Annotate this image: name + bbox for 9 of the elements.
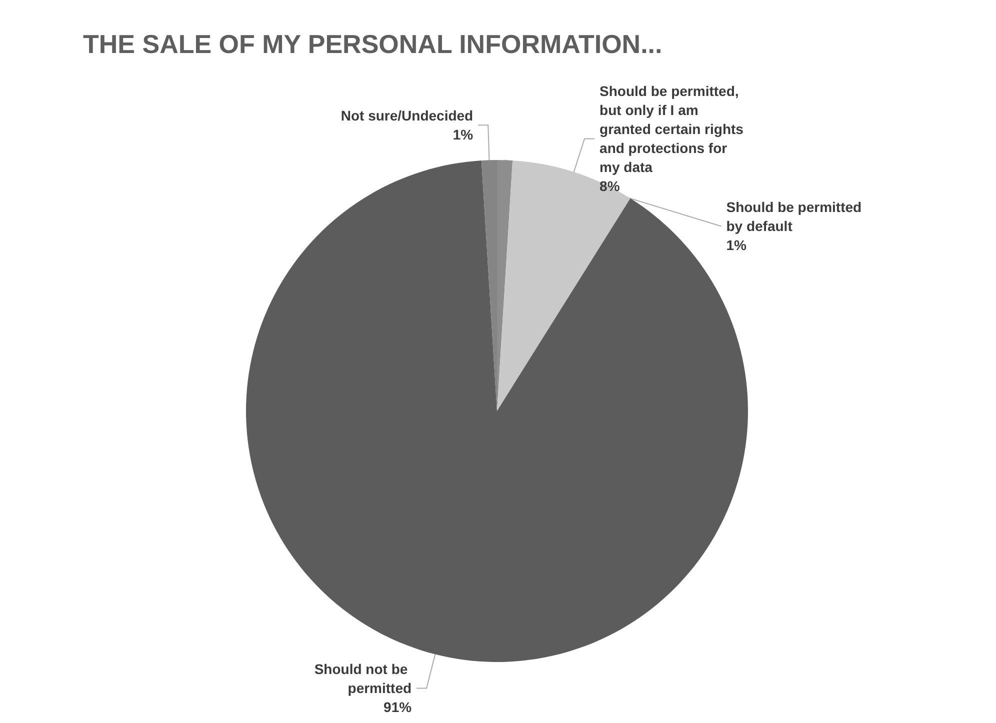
slice-label: Should be permitted, but only if I am granted certain rights and protections for my data (600, 83, 748, 176)
data-label: 1% (726, 237, 748, 254)
data-label: 8% (600, 178, 620, 194)
chart-title: THE SALE OF MY PERSONAL INFORMATION... (83, 29, 662, 59)
data-label: 1% (452, 126, 474, 143)
data-label: 91% (384, 699, 412, 716)
slice-label: Should not be permitted (314, 661, 412, 696)
slice-label: Should be permitted by default (726, 199, 866, 234)
slice-label: Not sure/Undecided (340, 108, 474, 124)
